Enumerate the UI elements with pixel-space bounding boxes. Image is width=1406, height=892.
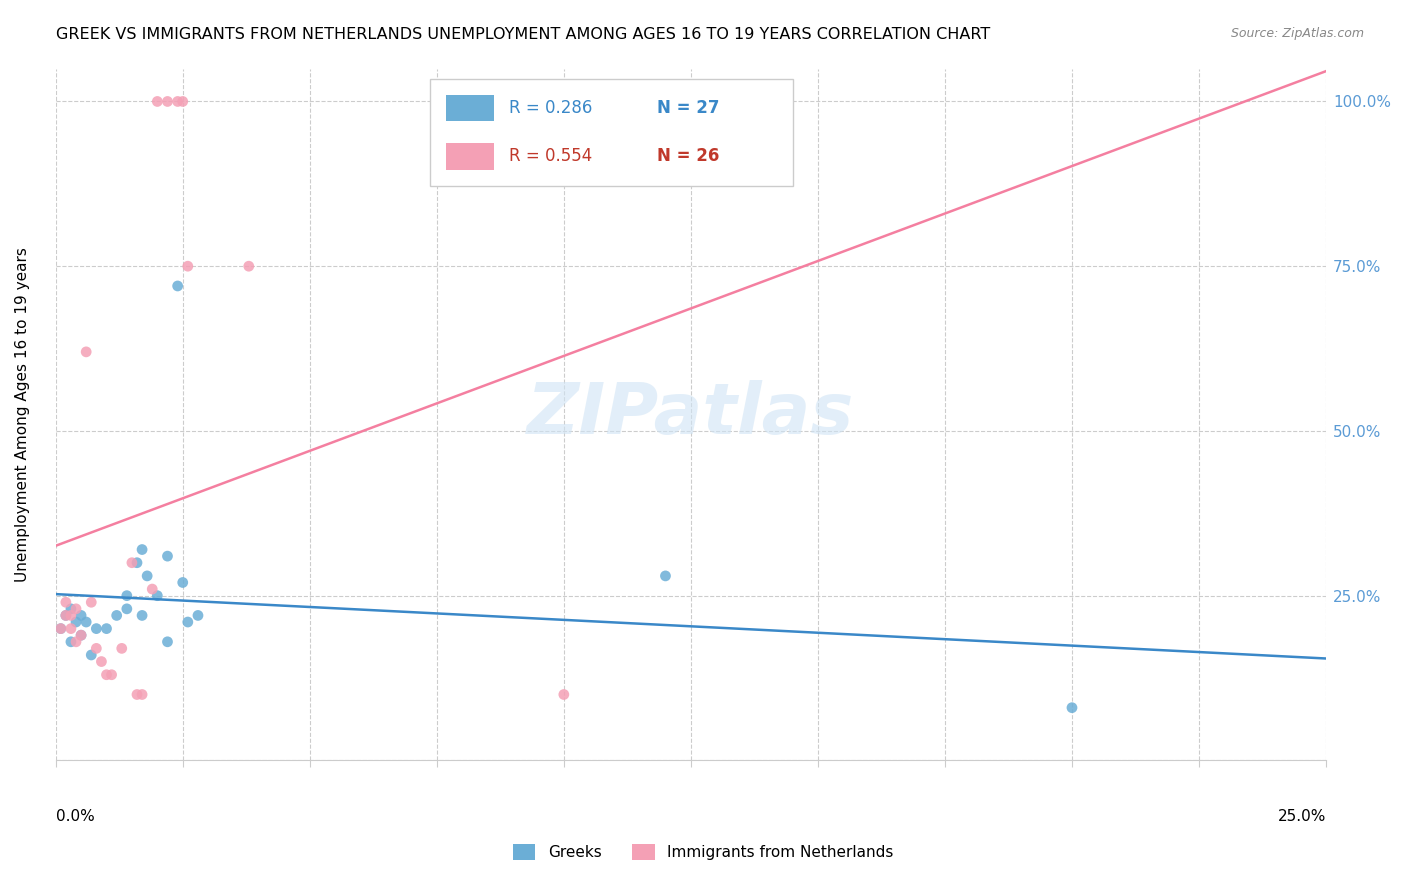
Point: [1060, 700, 1083, 714]
Point: [80, 595, 103, 609]
Text: GREEK VS IMMIGRANTS FROM NETHERLANDS UNEMPLOYMENT AMONG AGES 16 TO 19 YEARS CORR: GREEK VS IMMIGRANTS FROM NETHERLANDS UNE…: [56, 27, 990, 42]
Point: [156, 549, 179, 563]
Point: [115, 602, 138, 616]
Point: [55, 608, 77, 623]
Point: [156, 634, 179, 648]
Point: [187, 608, 209, 623]
Point: [70, 628, 93, 642]
Point: [49, 622, 72, 636]
Point: [141, 582, 163, 596]
Point: [125, 688, 148, 702]
Point: [65, 615, 87, 629]
Bar: [430, 78, 793, 186]
Point: [65, 634, 87, 648]
Text: 25.0%: 25.0%: [1278, 809, 1326, 824]
Text: N = 26: N = 26: [657, 147, 718, 165]
Y-axis label: Unemployment Among Ages 16 to 19 years: Unemployment Among Ages 16 to 19 years: [15, 247, 30, 582]
Point: [156, 95, 179, 109]
Point: [131, 688, 153, 702]
Point: [177, 259, 200, 273]
Bar: [446, 144, 494, 169]
Point: [125, 556, 148, 570]
Point: [172, 95, 194, 109]
Point: [100, 667, 122, 681]
Point: [80, 648, 103, 662]
Point: [136, 569, 159, 583]
Point: [70, 628, 93, 642]
Point: [146, 95, 169, 109]
Point: [75, 344, 97, 359]
Point: [111, 641, 134, 656]
Point: [121, 556, 143, 570]
Point: [75, 615, 97, 629]
Point: [70, 608, 93, 623]
Point: [166, 95, 188, 109]
Point: [59, 634, 82, 648]
Point: [131, 608, 153, 623]
Point: [65, 602, 87, 616]
Point: [55, 608, 77, 623]
Point: [238, 259, 260, 273]
Point: [131, 542, 153, 557]
Text: 0.0%: 0.0%: [56, 809, 94, 824]
Text: R = 0.286: R = 0.286: [509, 99, 592, 117]
Point: [55, 595, 77, 609]
Legend: Greeks, Immigrants from Netherlands: Greeks, Immigrants from Netherlands: [506, 838, 900, 866]
Point: [90, 655, 112, 669]
Point: [49, 622, 72, 636]
Point: [96, 667, 118, 681]
Point: [59, 602, 82, 616]
Point: [146, 589, 169, 603]
Text: Source: ZipAtlas.com: Source: ZipAtlas.com: [1230, 27, 1364, 40]
Text: N = 27: N = 27: [657, 99, 718, 117]
Point: [172, 575, 194, 590]
Point: [59, 608, 82, 623]
Point: [654, 569, 676, 583]
Bar: [446, 95, 494, 121]
Point: [59, 622, 82, 636]
Point: [86, 641, 108, 656]
Text: ZIPatlas: ZIPatlas: [527, 380, 855, 449]
Point: [553, 688, 575, 702]
Text: R = 0.554: R = 0.554: [509, 147, 592, 165]
Point: [86, 622, 108, 636]
Point: [115, 589, 138, 603]
Point: [177, 615, 200, 629]
Point: [166, 279, 188, 293]
Point: [96, 622, 118, 636]
Point: [105, 608, 128, 623]
